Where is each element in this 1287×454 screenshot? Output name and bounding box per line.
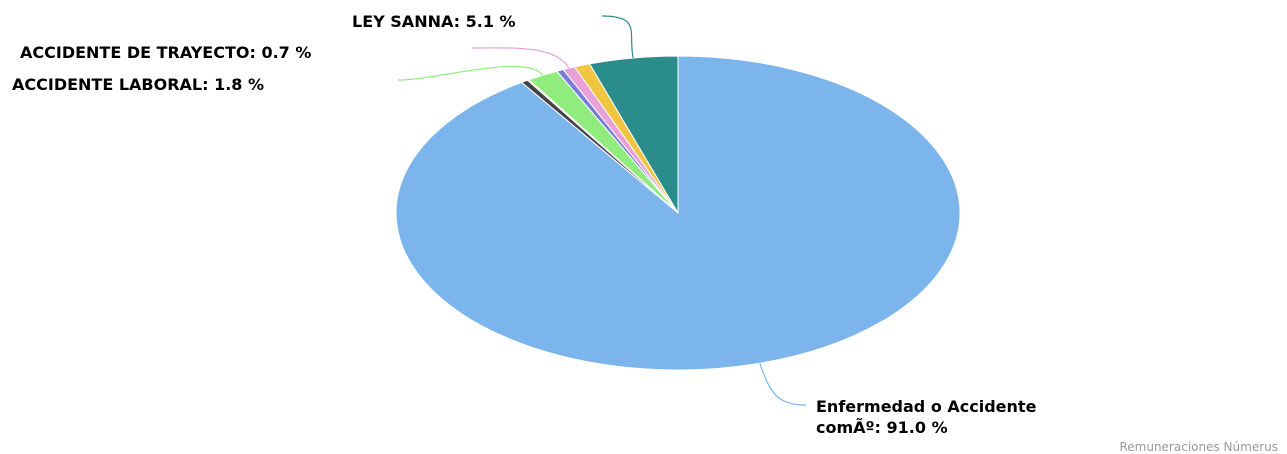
connector-accidente-laboral [397, 65, 544, 81]
data-label-enfermedad-line-1: Enfermedad o Accidente [816, 397, 1037, 416]
chart-credit: Remuneraciones Númerus [1119, 440, 1278, 454]
slices-layer [395, 55, 961, 371]
data-label-enfermedad-line-2: comÃº: 91.0 % [816, 418, 948, 437]
data-label-ley-sanna: LEY SANNA: 5.1 % [352, 12, 516, 31]
pie-slice-enfermedad-o-accidente-com [395, 55, 961, 371]
labels-layer: LEY SANNA: 5.1 % ACCIDENTE DE TRAYECTO: … [12, 12, 1037, 437]
connector-enfermedad-o-accidente-com [759, 363, 807, 406]
data-label-accidente-de-trayecto: ACCIDENTE DE TRAYECTO: 0.7 % [20, 43, 311, 62]
connectors-layer [397, 15, 807, 406]
data-label-accidente-laboral: ACCIDENTE LABORAL: 1.8 % [12, 75, 264, 94]
connector-accidente-de-trayecto [471, 47, 570, 69]
connector-ley-sanna [601, 15, 634, 59]
